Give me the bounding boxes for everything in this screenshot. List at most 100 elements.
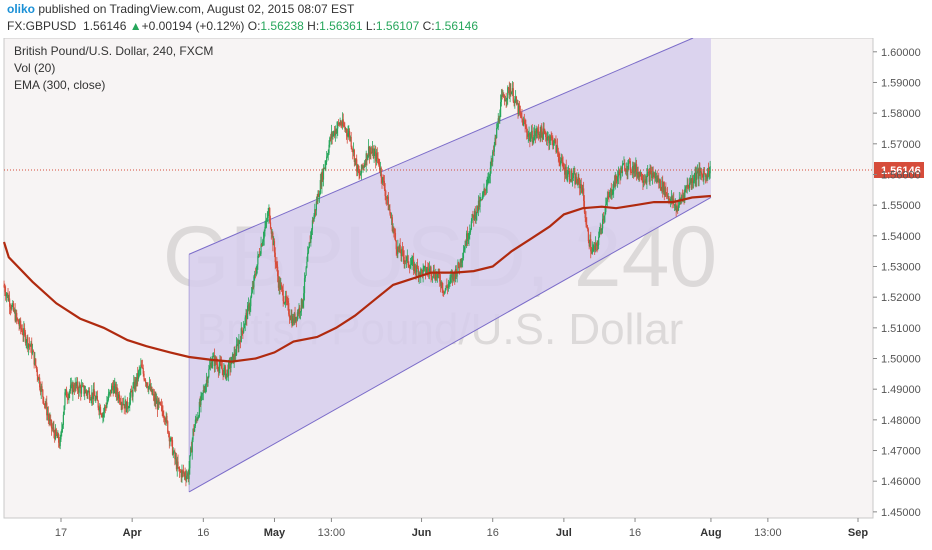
candle-body <box>395 240 397 250</box>
candle-body <box>43 397 45 404</box>
time-axis[interactable]: 17 Apr 16 May 13:00 Jun 16 Jul 16 Aug 13:00 Sep <box>4 517 873 539</box>
candle-body <box>445 285 447 290</box>
candle-body <box>67 397 69 399</box>
candle-body <box>652 173 654 177</box>
author-link[interactable]: oliko <box>7 2 36 16</box>
candle-body <box>308 242 310 249</box>
candle-body <box>539 134 541 138</box>
candle-body <box>582 188 584 193</box>
candle-body <box>280 285 283 287</box>
candle-body <box>610 189 612 196</box>
candle-body <box>123 404 125 409</box>
candle-body <box>284 302 286 304</box>
price-axis[interactable]: 1.60000 1.59000 1.58000 1.57000 1.56000 1.550… <box>872 38 921 519</box>
candle-body <box>583 201 586 213</box>
candle-body <box>570 170 572 182</box>
candle-body <box>95 398 97 401</box>
candle-body <box>568 170 571 180</box>
candle-body <box>36 369 38 376</box>
candle-body <box>332 133 334 137</box>
candle-body <box>188 468 190 480</box>
candle-body <box>74 382 76 391</box>
price-chart[interactable]: GBPUSD, 240 British Pound/U.S. Dollar 1.… <box>0 38 932 550</box>
candle-body <box>247 304 249 306</box>
time-tick-label: Aug <box>700 527 721 539</box>
candle-body <box>404 260 406 262</box>
candle-body <box>462 258 464 260</box>
candle-body <box>549 140 551 144</box>
candle-body <box>110 389 112 394</box>
candle-body <box>224 366 226 368</box>
candle-body <box>141 364 143 368</box>
candle-body <box>19 320 21 326</box>
symbol-label[interactable]: FX:GBPUSD <box>7 19 77 33</box>
candle-body <box>18 323 20 326</box>
candle-body <box>426 268 428 273</box>
candle-body <box>466 233 469 242</box>
candle-body <box>618 171 620 174</box>
candle-body <box>606 196 608 202</box>
candle-body <box>120 403 122 406</box>
candle-body <box>64 392 66 406</box>
candle-body <box>84 392 86 394</box>
candle-body <box>61 424 64 430</box>
candle-body <box>29 345 31 347</box>
candle-body <box>42 389 44 398</box>
candle-body <box>627 162 629 172</box>
candle-body <box>195 419 197 421</box>
candle-body <box>501 95 503 97</box>
candle-body <box>542 128 544 140</box>
candle-body <box>336 128 338 134</box>
candle-body <box>297 312 299 315</box>
candle-body <box>321 171 323 187</box>
candle-body <box>583 188 585 202</box>
time-tick-label: 13:00 <box>754 527 782 539</box>
candle-body <box>266 218 268 220</box>
candle-body <box>9 306 11 308</box>
candle-body <box>374 151 376 153</box>
candle-body <box>385 195 387 197</box>
candle-body <box>510 90 512 95</box>
candle-body <box>535 133 537 137</box>
candle-body <box>473 210 476 220</box>
candle-body <box>390 217 393 219</box>
candle-body <box>378 158 380 166</box>
candle-body <box>265 219 268 221</box>
high-value: 1.56361 <box>319 19 363 33</box>
candle-body <box>369 151 371 157</box>
candle-body <box>126 401 129 409</box>
candle-body <box>434 277 436 280</box>
time-tick-label: Jul <box>556 527 572 539</box>
candle-body <box>571 177 574 180</box>
candle-body <box>413 263 416 272</box>
candle-body <box>514 98 516 103</box>
parallel-channel[interactable] <box>188 38 712 493</box>
candle-body <box>102 414 104 417</box>
legend-ema[interactable]: EMA (300, close) <box>14 78 105 92</box>
candle-body <box>235 344 238 356</box>
candle-body <box>310 232 312 243</box>
candle-body <box>353 149 355 162</box>
candle-body <box>105 407 107 409</box>
candle-body <box>494 137 496 145</box>
candle-body <box>512 88 514 102</box>
candle-body <box>69 390 71 394</box>
candle-body <box>314 209 316 216</box>
candle-body <box>523 120 525 123</box>
candle-body <box>394 231 396 234</box>
candle-body <box>96 395 98 401</box>
candle-body <box>574 173 576 185</box>
candle-body <box>449 277 451 283</box>
candle-body <box>148 384 151 387</box>
candle-body <box>463 249 465 253</box>
candle-body <box>189 455 191 469</box>
candle-body <box>696 172 698 180</box>
candle-body <box>677 205 680 211</box>
candle-body <box>100 414 102 416</box>
candle-body <box>121 403 123 406</box>
candle-body <box>565 166 567 178</box>
price-tick-label: 1.58000 <box>881 108 921 120</box>
legend-volume[interactable]: Vol (20) <box>14 61 55 75</box>
candle-body <box>386 196 389 199</box>
candle-body <box>482 193 484 196</box>
